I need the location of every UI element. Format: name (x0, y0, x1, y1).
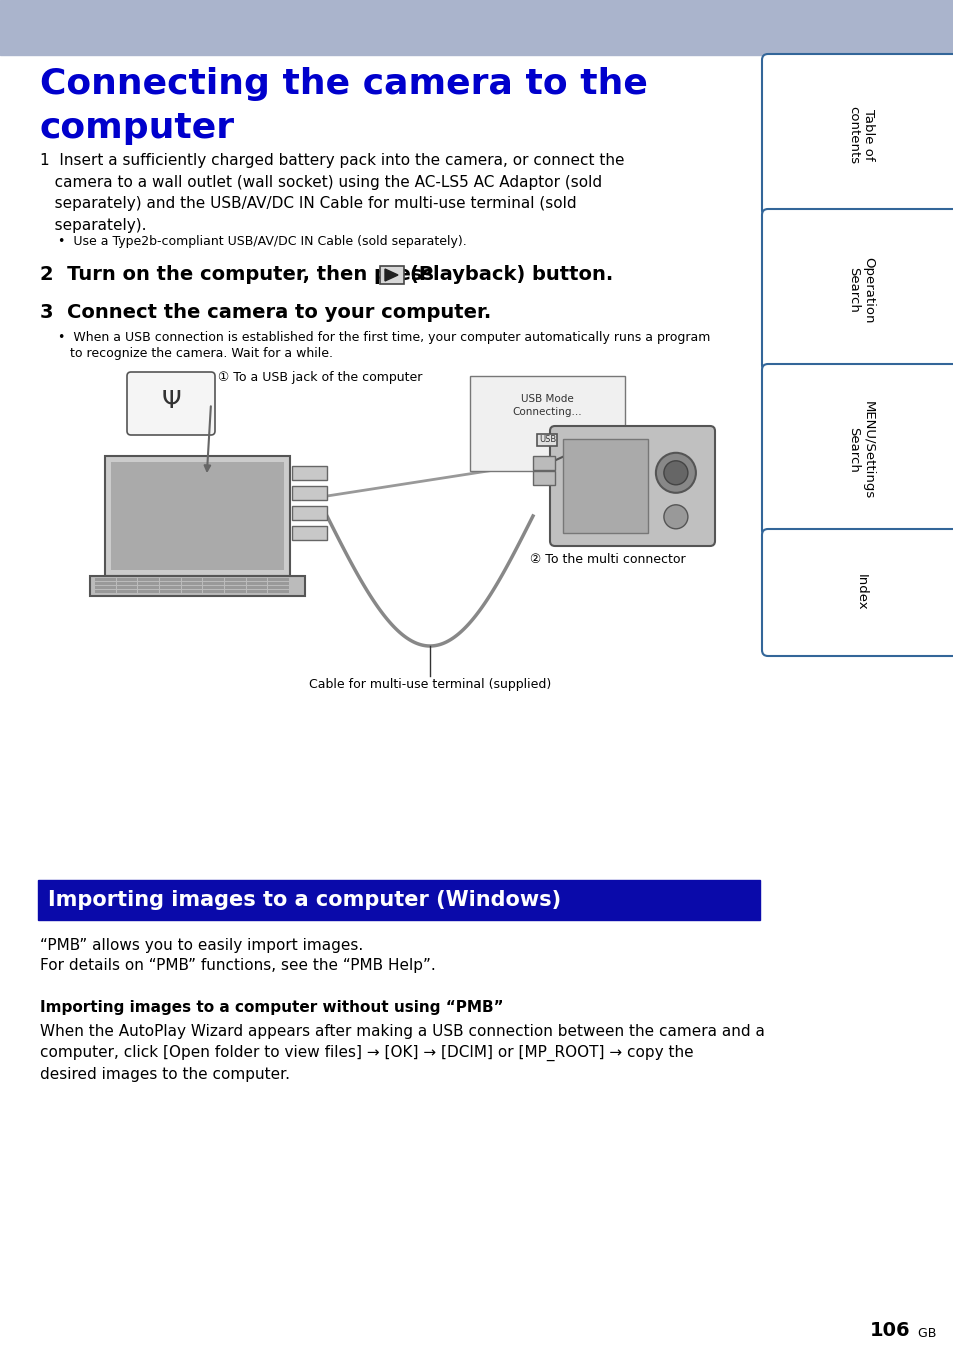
Circle shape (656, 453, 695, 493)
Bar (292, 486, 327, 500)
Bar (95, 586, 115, 589)
Polygon shape (385, 268, 397, 281)
Bar (268, 586, 289, 589)
Bar (268, 590, 289, 593)
Text: When the AutoPlay Wizard appears after making a USB connection between the camer: When the AutoPlay Wizard appears after m… (40, 1024, 764, 1083)
Bar (247, 586, 267, 589)
Bar (160, 586, 180, 589)
Text: Index: Index (854, 574, 866, 611)
Bar (247, 578, 267, 580)
Bar (116, 586, 137, 589)
Bar (268, 582, 289, 585)
Bar (533, 456, 555, 470)
Bar (181, 578, 202, 580)
Text: For details on “PMB” functions, see the “PMB Help”.: For details on “PMB” functions, see the … (40, 958, 436, 973)
Text: USB: USB (538, 435, 556, 445)
Bar (225, 578, 246, 580)
Bar (138, 582, 159, 585)
Text: •  When a USB connection is established for the first time, your computer automa: • When a USB connection is established f… (58, 331, 710, 344)
Text: Operation
Search: Operation Search (846, 257, 874, 323)
Text: to recognize the camera. Wait for a while.: to recognize the camera. Wait for a whil… (70, 346, 333, 360)
Text: Importing images to a computer (Windows): Importing images to a computer (Windows) (48, 890, 560, 910)
Text: Table of
contents: Table of contents (846, 105, 874, 164)
Bar (225, 582, 246, 585)
Bar (0, 0, 953, 55)
Text: USB Mode
Connecting...: USB Mode Connecting... (512, 394, 581, 418)
Bar (268, 578, 289, 580)
Text: ② To the multi connector: ② To the multi connector (530, 553, 685, 565)
Bar (138, 578, 159, 580)
Bar (38, 880, 760, 920)
Text: •  Use a Type2b-compliant USB/AV/DC IN Cable (sold separately).: • Use a Type2b-compliant USB/AV/DC IN Ca… (58, 235, 466, 248)
Bar (181, 582, 202, 585)
Bar (181, 586, 202, 589)
FancyBboxPatch shape (105, 456, 290, 576)
Bar (138, 586, 159, 589)
Bar (247, 582, 267, 585)
Text: Importing images to a computer without using “PMB”: Importing images to a computer without u… (40, 999, 503, 1014)
Bar (95, 582, 115, 585)
Bar (95, 578, 115, 580)
Bar (225, 586, 246, 589)
Bar (116, 590, 137, 593)
Text: GB: GB (909, 1327, 936, 1340)
Text: Connecting the camera to the: Connecting the camera to the (40, 67, 647, 101)
Bar (292, 526, 327, 539)
Bar (225, 590, 246, 593)
Text: 3  Connect the camera to your computer.: 3 Connect the camera to your computer. (40, 303, 491, 322)
FancyBboxPatch shape (761, 528, 953, 656)
Bar (562, 439, 648, 533)
FancyBboxPatch shape (761, 53, 953, 216)
Text: 106: 106 (868, 1321, 909, 1340)
Bar (116, 578, 137, 580)
Bar (160, 590, 180, 593)
Bar (470, 376, 624, 471)
Text: Cable for multi-use terminal (supplied): Cable for multi-use terminal (supplied) (309, 678, 551, 691)
FancyBboxPatch shape (761, 364, 953, 537)
Bar (95, 590, 115, 593)
Bar (160, 578, 180, 580)
Circle shape (663, 461, 687, 485)
Bar (111, 461, 284, 570)
FancyBboxPatch shape (90, 576, 305, 596)
Text: computer: computer (40, 111, 234, 145)
Bar (203, 582, 224, 585)
Bar (533, 471, 555, 485)
Bar (203, 590, 224, 593)
FancyBboxPatch shape (127, 372, 214, 435)
Text: (Playback) button.: (Playback) button. (410, 266, 613, 283)
Bar (203, 586, 224, 589)
Text: 1  Insert a sufficiently charged battery pack into the camera, or connect the
  : 1 Insert a sufficiently charged battery … (40, 153, 624, 233)
Bar (537, 434, 557, 446)
FancyBboxPatch shape (761, 209, 953, 371)
Bar (181, 590, 202, 593)
Bar (116, 582, 137, 585)
Text: 2  Turn on the computer, then press: 2 Turn on the computer, then press (40, 266, 440, 283)
Bar (203, 578, 224, 580)
FancyBboxPatch shape (550, 426, 714, 546)
Text: MENU/Settings
Search: MENU/Settings Search (846, 401, 874, 500)
Bar (247, 590, 267, 593)
Text: Ψ: Ψ (161, 390, 181, 413)
Text: ① To a USB jack of the computer: ① To a USB jack of the computer (218, 371, 422, 383)
Bar (379, 266, 403, 283)
Text: “PMB” allows you to easily import images.: “PMB” allows you to easily import images… (40, 938, 363, 953)
Bar (292, 507, 327, 520)
Bar (160, 582, 180, 585)
Circle shape (663, 505, 687, 528)
Bar (138, 590, 159, 593)
Bar (292, 465, 327, 481)
